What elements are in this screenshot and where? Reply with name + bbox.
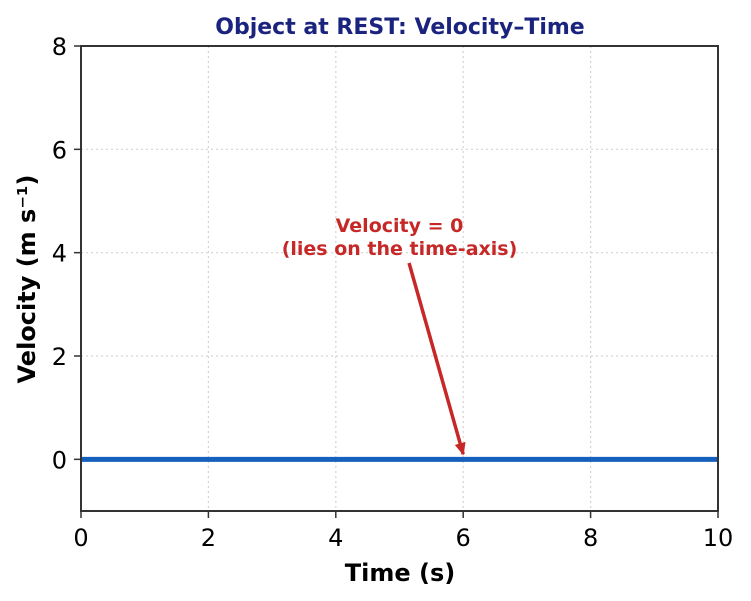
ticks: 0 2 4 6 8 10 0 2 4 6 8 bbox=[52, 33, 734, 552]
y-tick-label: 0 bbox=[52, 446, 67, 474]
annotation-arrow bbox=[407, 262, 466, 456]
x-tick-label: 4 bbox=[328, 524, 343, 552]
x-axis-label: Time (s) bbox=[345, 559, 455, 587]
chart-title: Object at REST: Velocity–Time bbox=[215, 15, 584, 40]
annotation-text: Velocity = 0 bbox=[336, 215, 464, 237]
x-tick-label: 2 bbox=[201, 524, 216, 552]
annotation: Velocity = 0(lies on the time-axis) bbox=[282, 215, 518, 456]
y-tick-label: 6 bbox=[52, 136, 67, 164]
x-tick-label: 6 bbox=[456, 524, 471, 552]
y-tick-label: 2 bbox=[52, 343, 67, 371]
y-tick-label: 4 bbox=[52, 240, 67, 268]
y-axis-label: Velocity (m s⁻¹) bbox=[13, 175, 41, 384]
annotation-text: (lies on the time-axis) bbox=[282, 238, 518, 260]
y-tick-label: 8 bbox=[52, 33, 67, 61]
x-tick-label: 8 bbox=[583, 524, 598, 552]
x-tick-label: 0 bbox=[73, 524, 88, 552]
grid bbox=[81, 46, 718, 511]
plot-frame bbox=[80, 45, 719, 512]
x-tick-label: 10 bbox=[703, 524, 734, 552]
